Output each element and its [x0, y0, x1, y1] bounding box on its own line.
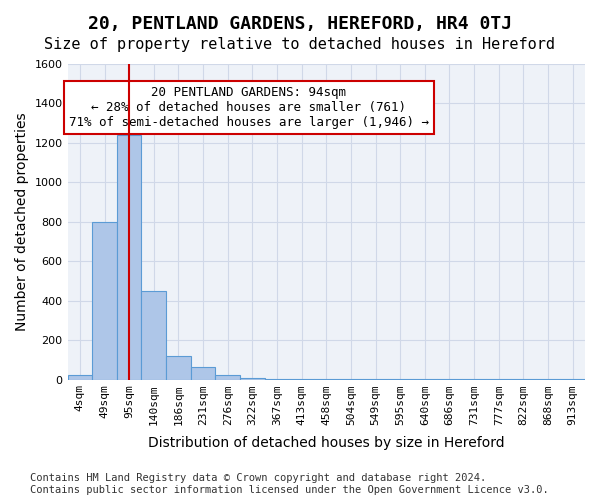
Bar	[166, 356, 191, 380]
Bar	[191, 366, 215, 380]
X-axis label: Distribution of detached houses by size in Hereford: Distribution of detached houses by size …	[148, 436, 505, 450]
Bar	[215, 374, 240, 380]
Text: Contains HM Land Registry data © Crown copyright and database right 2024.
Contai: Contains HM Land Registry data © Crown c…	[30, 474, 549, 495]
Text: 20, PENTLAND GARDENS, HEREFORD, HR4 0TJ: 20, PENTLAND GARDENS, HEREFORD, HR4 0TJ	[88, 15, 512, 33]
Bar	[117, 135, 142, 380]
Text: Size of property relative to detached houses in Hereford: Size of property relative to detached ho…	[44, 38, 556, 52]
Bar	[68, 374, 92, 380]
Bar	[265, 378, 289, 380]
Text: 20 PENTLAND GARDENS: 94sqm
← 28% of detached houses are smaller (761)
71% of sem: 20 PENTLAND GARDENS: 94sqm ← 28% of deta…	[68, 86, 428, 129]
Bar	[92, 222, 117, 380]
Bar	[142, 291, 166, 380]
Y-axis label: Number of detached properties: Number of detached properties	[15, 112, 29, 331]
Bar	[240, 378, 265, 380]
